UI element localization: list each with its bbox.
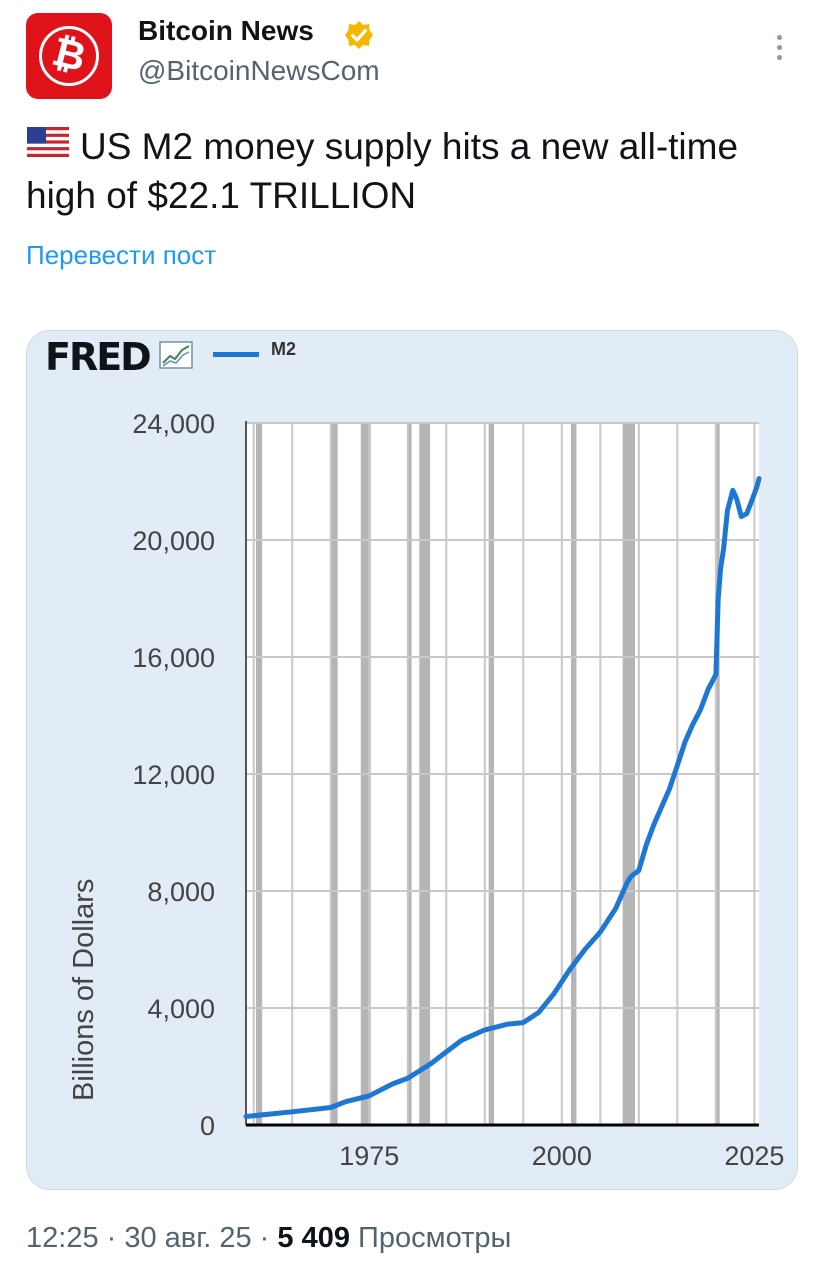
avatar[interactable]: ₿ — [26, 13, 112, 99]
y-tick-label: 12,000 — [132, 760, 215, 790]
y-tick-label: 8,000 — [147, 877, 215, 907]
y-tick-label: 4,000 — [147, 994, 215, 1024]
bitcoin-logo-ring — [39, 26, 99, 86]
translate-post-link[interactable]: Перевести пост — [26, 240, 217, 270]
fred-chart-icon — [159, 341, 193, 369]
meta-separator: · — [251, 1222, 278, 1254]
tweet-time[interactable]: 12:25 — [26, 1222, 99, 1254]
series-line-m2 — [243, 476, 762, 1119]
tweet-meta: 12:25 · 30 авг. 25 · 5 409 Просмотры — [26, 1222, 511, 1255]
tweet-date[interactable]: 30 авг. 25 — [124, 1222, 252, 1254]
x-tick-label: 2000 — [532, 1141, 592, 1171]
chart-image-card[interactable]: FRED M2 Billions of Dollars 0 4,000 8,000 1… — [26, 330, 798, 1190]
legend-label: M2 — [271, 339, 297, 359]
y-tick-label: 24,000 — [132, 409, 215, 439]
y-tick-label: 16,000 — [132, 643, 215, 673]
tweet-text: US M2 money supply hits a new all-time h… — [26, 122, 816, 220]
author-name[interactable]: Bitcoin News — [138, 15, 314, 46]
tweet-text-line1: US M2 money supply hits a new all-time — [80, 126, 739, 167]
verified-badge-icon[interactable] — [344, 20, 374, 50]
m2-chart: 0 4,000 8,000 12,000 16,000 20,000 24,000 1975 2… — [132, 409, 784, 1171]
us-flag-icon — [27, 127, 69, 157]
author-handle[interactable]: @BitcoinNewsCom — [138, 55, 380, 86]
y-tick-label: 0 — [200, 1111, 215, 1141]
meta-separator: · — [98, 1222, 125, 1254]
bitcoin-logo: ₿ — [47, 28, 91, 82]
legend-line — [213, 352, 259, 357]
fred-logo: FRED — [45, 335, 152, 379]
y-tick-label: 20,000 — [132, 526, 215, 556]
views-label: Просмотры — [358, 1222, 512, 1254]
views-count: 5 409 — [277, 1222, 350, 1254]
x-tick-label: 2025 — [724, 1141, 784, 1171]
x-tick-label: 1975 — [339, 1141, 399, 1171]
more-vertical-icon[interactable] — [765, 27, 795, 67]
tweet-text-line2: high of $22.1 TRILLION — [26, 175, 417, 216]
